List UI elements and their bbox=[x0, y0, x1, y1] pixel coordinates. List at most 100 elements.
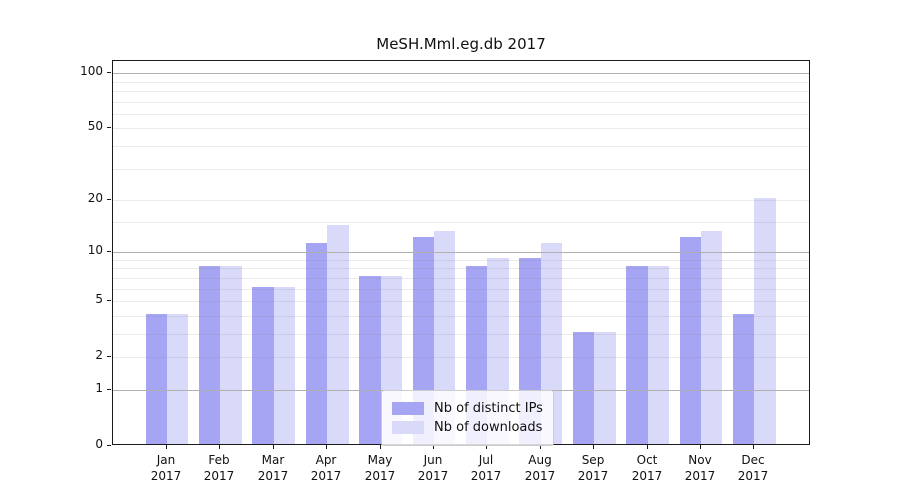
bar-downloads-dec bbox=[754, 198, 776, 444]
major-gridline bbox=[113, 252, 809, 253]
x-tick bbox=[593, 445, 594, 449]
x-tick-year: 2017 bbox=[631, 469, 663, 483]
bar-distinct-ips-sep bbox=[572, 332, 595, 444]
y-tick bbox=[107, 127, 111, 128]
y-tick-label: 1 bbox=[95, 381, 103, 395]
legend-label: Nb of distinct IPs bbox=[434, 401, 543, 416]
minor-gridline bbox=[113, 316, 809, 317]
minor-gridline bbox=[113, 200, 809, 201]
x-tick-year: 2017 bbox=[470, 469, 502, 483]
minor-gridline bbox=[113, 169, 809, 170]
minor-gridline bbox=[113, 289, 809, 290]
x-tick-month: Aug bbox=[528, 453, 552, 467]
x-tick-label: Feb 2017 bbox=[187, 452, 251, 484]
minor-gridline bbox=[113, 268, 809, 269]
y-tick bbox=[107, 72, 111, 73]
y-tick bbox=[107, 389, 111, 390]
y-tick-label: 5 bbox=[95, 292, 103, 306]
minor-gridline bbox=[113, 102, 809, 103]
x-tick-label: Dec 2017 bbox=[721, 452, 785, 484]
bar-downloads-nov bbox=[701, 230, 723, 444]
minor-gridline bbox=[113, 357, 809, 358]
chart-title: MeSH.Mml.eg.db 2017 bbox=[376, 35, 546, 53]
y-tick bbox=[107, 251, 111, 252]
minor-gridline bbox=[113, 82, 809, 83]
x-tick-label: Nov 2017 bbox=[668, 452, 732, 484]
bar-distinct-ips-oct bbox=[626, 266, 648, 444]
bar-downloads-feb bbox=[220, 266, 242, 444]
x-tick-label: Jun 2017 bbox=[401, 452, 465, 484]
x-tick-month: Jun bbox=[423, 453, 443, 467]
minor-gridline bbox=[113, 114, 809, 115]
x-tick-month: Jan bbox=[156, 453, 176, 467]
bar-distinct-ips-may bbox=[359, 275, 381, 444]
y-tick bbox=[107, 199, 111, 200]
x-tick bbox=[540, 445, 541, 449]
minor-gridline bbox=[113, 146, 809, 147]
x-tick-year: 2017 bbox=[310, 469, 342, 483]
bar-downloads-apr bbox=[327, 225, 349, 444]
x-tick bbox=[753, 445, 754, 449]
x-tick bbox=[166, 445, 167, 449]
legend-swatch bbox=[392, 421, 424, 434]
x-tick-month: Apr bbox=[315, 453, 337, 467]
x-tick-year: 2017 bbox=[524, 469, 556, 483]
minor-gridline bbox=[113, 260, 809, 261]
bar-distinct-ips-apr bbox=[305, 243, 328, 444]
x-tick bbox=[273, 445, 274, 449]
x-tick-year: 2017 bbox=[364, 469, 396, 483]
x-tick-label: Apr 2017 bbox=[294, 452, 358, 484]
x-tick-year: 2017 bbox=[684, 469, 716, 483]
major-gridline bbox=[113, 73, 809, 74]
x-tick bbox=[647, 445, 648, 449]
y-tick-label: 20 bbox=[87, 191, 103, 205]
y-tick-label: 10 bbox=[87, 243, 103, 257]
legend-row: Nb of distinct IPs bbox=[392, 400, 543, 417]
x-tick-month: May bbox=[367, 453, 393, 467]
legend-label: Nb of downloads bbox=[434, 420, 543, 435]
x-tick bbox=[326, 445, 327, 449]
minor-gridline bbox=[113, 222, 809, 223]
bar-distinct-ips-mar bbox=[252, 286, 274, 444]
y-tick-label: 2 bbox=[95, 348, 103, 362]
bar-distinct-ips-nov bbox=[679, 236, 701, 444]
x-tick-year: 2017 bbox=[203, 469, 235, 483]
x-tick-year: 2017 bbox=[417, 469, 449, 483]
x-tick-month: Jul bbox=[478, 453, 494, 467]
x-tick bbox=[380, 445, 381, 449]
plot-area: Nb of distinct IPs Nb of downloads bbox=[112, 60, 810, 446]
y-tick-label: 100 bbox=[80, 64, 103, 78]
y-tick bbox=[107, 445, 111, 446]
x-tick-label: Mar 2017 bbox=[241, 452, 305, 484]
y-tick-label: 50 bbox=[87, 119, 103, 133]
x-tick-label: Jul 2017 bbox=[454, 452, 518, 484]
x-tick-year: 2017 bbox=[737, 469, 769, 483]
bar-distinct-ips-dec bbox=[733, 313, 755, 444]
x-tick bbox=[433, 445, 434, 449]
x-tick-label: Aug 2017 bbox=[508, 452, 572, 484]
x-tick-month: Nov bbox=[688, 453, 712, 467]
minor-gridline bbox=[113, 91, 809, 92]
minor-gridline bbox=[113, 334, 809, 335]
legend-row: Nb of downloads bbox=[392, 419, 543, 436]
x-tick-month: Oct bbox=[636, 453, 658, 467]
y-tick bbox=[107, 356, 111, 357]
x-tick-label: May 2017 bbox=[348, 452, 412, 484]
x-tick-year: 2017 bbox=[577, 469, 609, 483]
x-tick bbox=[219, 445, 220, 449]
bar-downloads-mar bbox=[273, 286, 296, 444]
x-tick-year: 2017 bbox=[150, 469, 182, 483]
x-tick bbox=[486, 445, 487, 449]
minor-gridline bbox=[113, 128, 809, 129]
bar-distinct-ips-feb bbox=[199, 266, 221, 444]
legend-swatch bbox=[392, 402, 424, 415]
x-tick-month: Sep bbox=[581, 453, 605, 467]
x-tick-label: Oct 2017 bbox=[615, 452, 679, 484]
x-tick-month: Mar bbox=[261, 453, 285, 467]
x-tick-month: Feb bbox=[208, 453, 230, 467]
bar-distinct-ips-jan bbox=[145, 313, 167, 444]
bar-downloads-sep bbox=[594, 332, 616, 444]
y-tick bbox=[107, 300, 111, 301]
x-tick-label: Sep 2017 bbox=[561, 452, 625, 484]
bar-downloads-oct bbox=[647, 266, 669, 444]
